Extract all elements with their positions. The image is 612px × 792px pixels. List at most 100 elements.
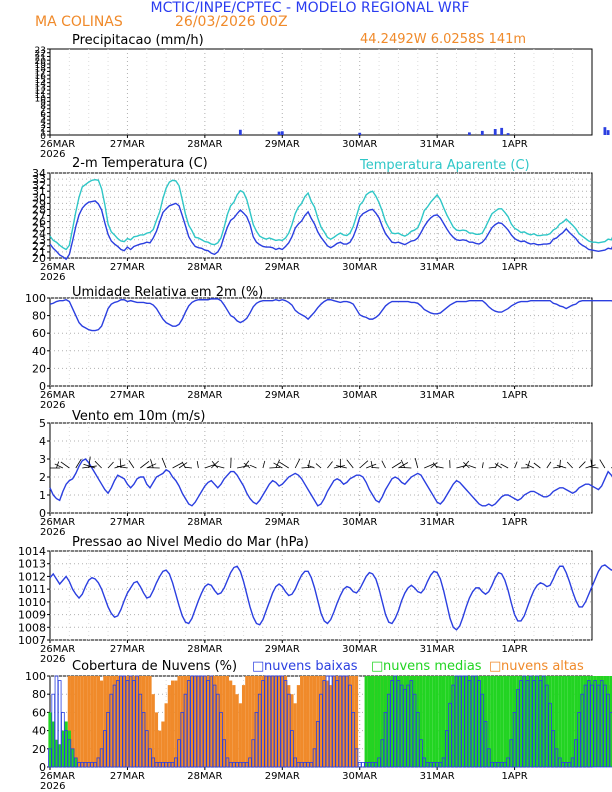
cloud-bar-high bbox=[165, 703, 168, 767]
cloud-bar-mid bbox=[494, 676, 497, 767]
cloud-bar-high bbox=[90, 676, 93, 767]
x-tick-label: 28MAR bbox=[187, 139, 222, 150]
wind-arrow bbox=[547, 462, 551, 468]
cloud-bar-mid bbox=[558, 676, 561, 767]
legend-low-glyph: □ bbox=[252, 659, 264, 674]
meteogram: MCTIC/INPE/CPTEC - MODELO REGIONAL WRF M… bbox=[0, 0, 612, 792]
y-tick-label: 1013 bbox=[18, 558, 46, 571]
x-tick-label: 30MAR bbox=[342, 517, 377, 528]
y-tick-label: 5 bbox=[39, 417, 46, 430]
y-tick-label: 2 bbox=[39, 471, 46, 484]
wind-arrow bbox=[347, 460, 353, 468]
precip-bar bbox=[494, 129, 497, 135]
wind-arrow bbox=[600, 460, 605, 468]
cloud-bar-mid bbox=[429, 676, 432, 767]
wind-arrow bbox=[308, 460, 310, 468]
wind-arrow bbox=[151, 459, 154, 468]
precip-bar bbox=[604, 127, 607, 135]
wind-arrow bbox=[316, 464, 321, 468]
wind-arrow bbox=[95, 461, 102, 468]
x-year-label: 2026 bbox=[40, 272, 65, 283]
precip-bar bbox=[468, 132, 471, 135]
legend-mid: nuvens medias bbox=[383, 659, 482, 674]
precip-bar bbox=[281, 131, 284, 135]
x-year-label: 2026 bbox=[40, 149, 65, 160]
x-tick-label: 28MAR bbox=[187, 771, 222, 782]
x-tick-label: 29MAR bbox=[265, 771, 300, 782]
x-tick-label: 28MAR bbox=[187, 517, 222, 528]
wind-arrow bbox=[371, 461, 373, 468]
cloud-bar-mid bbox=[439, 676, 442, 767]
x-tick-label: 1APR bbox=[501, 517, 527, 528]
y-tick-label: 3 bbox=[39, 453, 46, 466]
cloud-bar-high bbox=[97, 676, 100, 767]
y-tick-label: 1 bbox=[39, 489, 46, 502]
y-tick-label: 4 bbox=[39, 435, 46, 448]
x-tick-label: 28MAR bbox=[187, 390, 222, 401]
x-tick-label: 27MAR bbox=[110, 644, 145, 655]
wind-arrow bbox=[61, 462, 69, 468]
cloud-bar-mid bbox=[374, 676, 377, 767]
x-tick-label: 1APR bbox=[501, 644, 527, 655]
cloud-bar-low bbox=[362, 762, 365, 767]
x-tick-label: 1APR bbox=[501, 262, 527, 273]
x-tick-label: 1APR bbox=[501, 139, 527, 150]
wind-arrow bbox=[129, 460, 134, 468]
wind-arrow bbox=[55, 464, 63, 468]
cloud-bar-mid bbox=[423, 676, 426, 767]
x-tick-label: 30MAR bbox=[342, 262, 377, 273]
cloud-bar-high bbox=[236, 694, 239, 767]
x-tick-label: 31MAR bbox=[420, 771, 455, 782]
precip-bar bbox=[278, 132, 281, 135]
wind-arrow bbox=[534, 463, 540, 468]
precip-bar bbox=[481, 131, 484, 135]
wind-arrow bbox=[515, 462, 518, 468]
legend-low: nuvens baixas bbox=[264, 659, 358, 674]
y-tick-label: 1014 bbox=[18, 545, 46, 558]
cloud-bar-mid bbox=[426, 676, 429, 767]
wind-arrow bbox=[527, 461, 529, 468]
y-tick-label: 34 bbox=[32, 167, 46, 180]
cloud-bar-high bbox=[84, 676, 87, 767]
location-label: MA COLINAS bbox=[35, 14, 123, 30]
wind-arrow bbox=[263, 461, 265, 468]
wind-arrow bbox=[360, 461, 368, 468]
cloud-bar-high bbox=[152, 694, 155, 767]
x-tick-label: 1APR bbox=[501, 771, 527, 782]
y-tick-label: 100 bbox=[25, 670, 46, 683]
cloud-bar-mid bbox=[568, 676, 571, 767]
rh-line bbox=[50, 299, 612, 331]
cloud-bar-mid bbox=[507, 676, 510, 767]
cloud-bar-mid bbox=[571, 676, 574, 767]
wind-arrow bbox=[140, 461, 149, 468]
cloud-bar-high bbox=[300, 676, 303, 767]
cloud-bar-high bbox=[94, 676, 97, 767]
wind-arrow bbox=[463, 462, 469, 468]
pressure-line bbox=[50, 565, 612, 630]
cloud-bar-mid bbox=[432, 676, 435, 767]
cloud-bar-high bbox=[303, 676, 306, 767]
cloud-bar-high bbox=[77, 676, 80, 767]
wind-arrow bbox=[295, 459, 300, 468]
wind-arrow bbox=[557, 465, 566, 468]
y-tick-label: 23 bbox=[35, 46, 46, 56]
temp-title: 2-m Temperatura (C) bbox=[72, 156, 208, 171]
x-tick-label: 28MAR bbox=[187, 644, 222, 655]
y-tick-label: 1008 bbox=[18, 621, 46, 634]
y-tick-label: 1011 bbox=[18, 583, 46, 596]
x-tick-label: 30MAR bbox=[342, 644, 377, 655]
cloud-bar-high bbox=[171, 681, 174, 767]
wind-arrow bbox=[401, 460, 405, 468]
pressure-title: Pressao ao Nivel Medio do Mar (hPa) bbox=[72, 535, 309, 550]
precip-bar bbox=[507, 133, 510, 135]
cloud-bar-high bbox=[310, 676, 313, 767]
cloud-bar-high bbox=[161, 722, 164, 768]
x-tick-label: 29MAR bbox=[265, 139, 300, 150]
x-tick-label: 30MAR bbox=[342, 139, 377, 150]
x-tick-label: 29MAR bbox=[265, 262, 300, 273]
wind-arrow bbox=[108, 462, 113, 468]
y-tick-label: 20 bbox=[32, 362, 46, 375]
wind-arrow bbox=[197, 461, 198, 468]
cloud-bar-mid bbox=[377, 676, 380, 767]
wind-arrow bbox=[213, 465, 224, 468]
